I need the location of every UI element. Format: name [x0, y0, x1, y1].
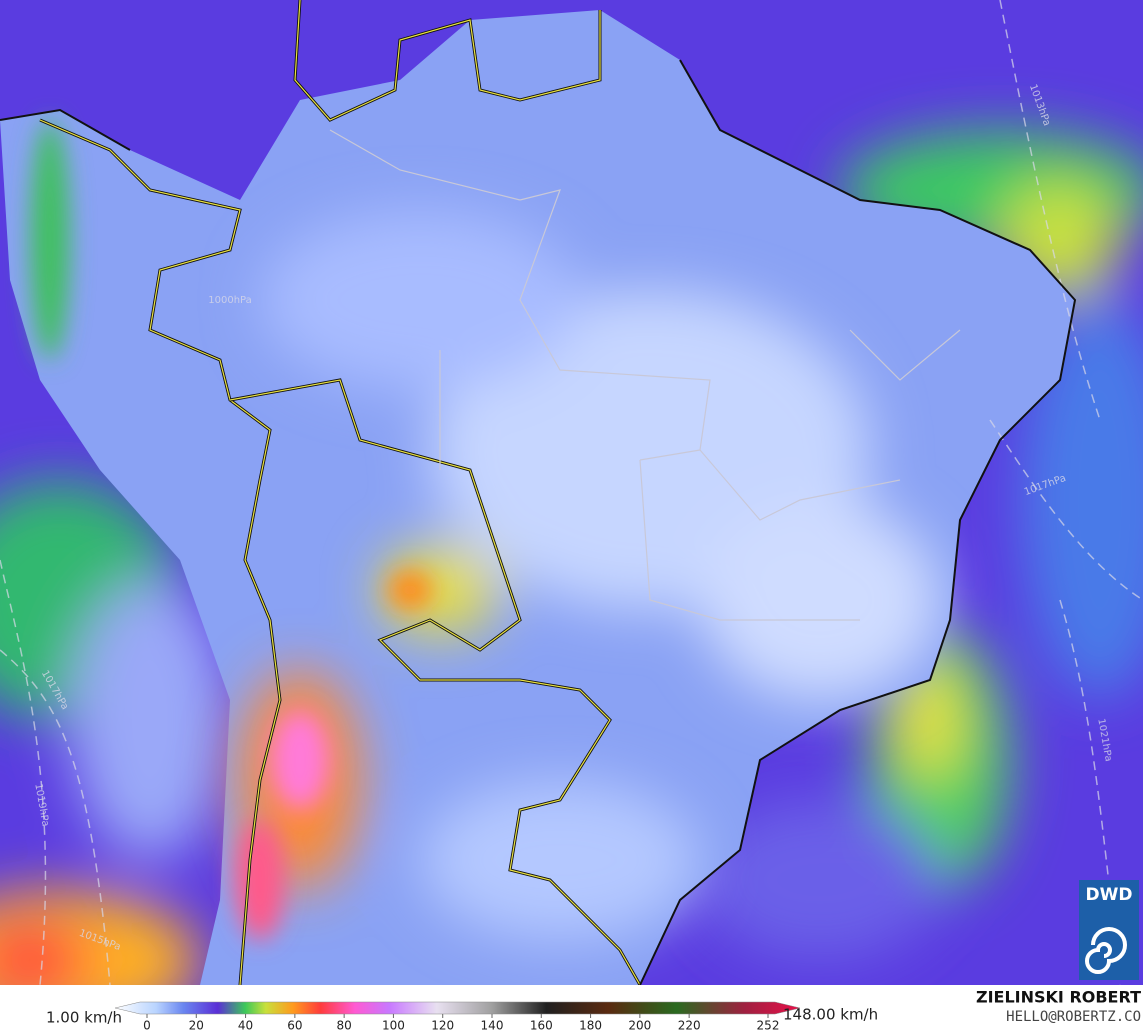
colorbar-tick-label: 220 [678, 1019, 701, 1033]
dwd-logo: DWD [1079, 880, 1139, 980]
credit-contact: HELLO@ROBERTZ.CO [1006, 1009, 1141, 1025]
colorbar-tick-label: 160 [530, 1019, 553, 1033]
colorbar-tick-label: 0 [143, 1019, 151, 1033]
isobar-label: 1000hPa [208, 295, 252, 306]
colorbar-ticks: 0 20 40 60 80 100 120 140 160 180 200 220 252 [143, 1014, 779, 1033]
colorbar-tick-label: 140 [481, 1019, 504, 1033]
logo-text: DWD [1086, 885, 1133, 905]
colorbar-tick-label: 252 [757, 1019, 780, 1033]
colorbar-tick-label: 200 [628, 1019, 651, 1033]
colorbar-tick-label: 100 [382, 1019, 405, 1033]
colorbar [114, 1001, 801, 1015]
colorbar-tick-label: 40 [238, 1019, 253, 1033]
colorbar-tick-label: 60 [287, 1019, 302, 1033]
colorbar-tick-label: 20 [189, 1019, 204, 1033]
borders [0, 0, 1077, 986]
colorbar-tick-label: 120 [431, 1019, 454, 1033]
colorbar-tick-label: 80 [337, 1019, 352, 1033]
credit-author: ZIELINSKI ROBERT [976, 988, 1141, 1007]
legend-max: 148.00 km/h [783, 1006, 878, 1024]
colorbar-tick-label: 180 [579, 1019, 602, 1033]
legend-min: 1.00 km/h [46, 1009, 122, 1027]
